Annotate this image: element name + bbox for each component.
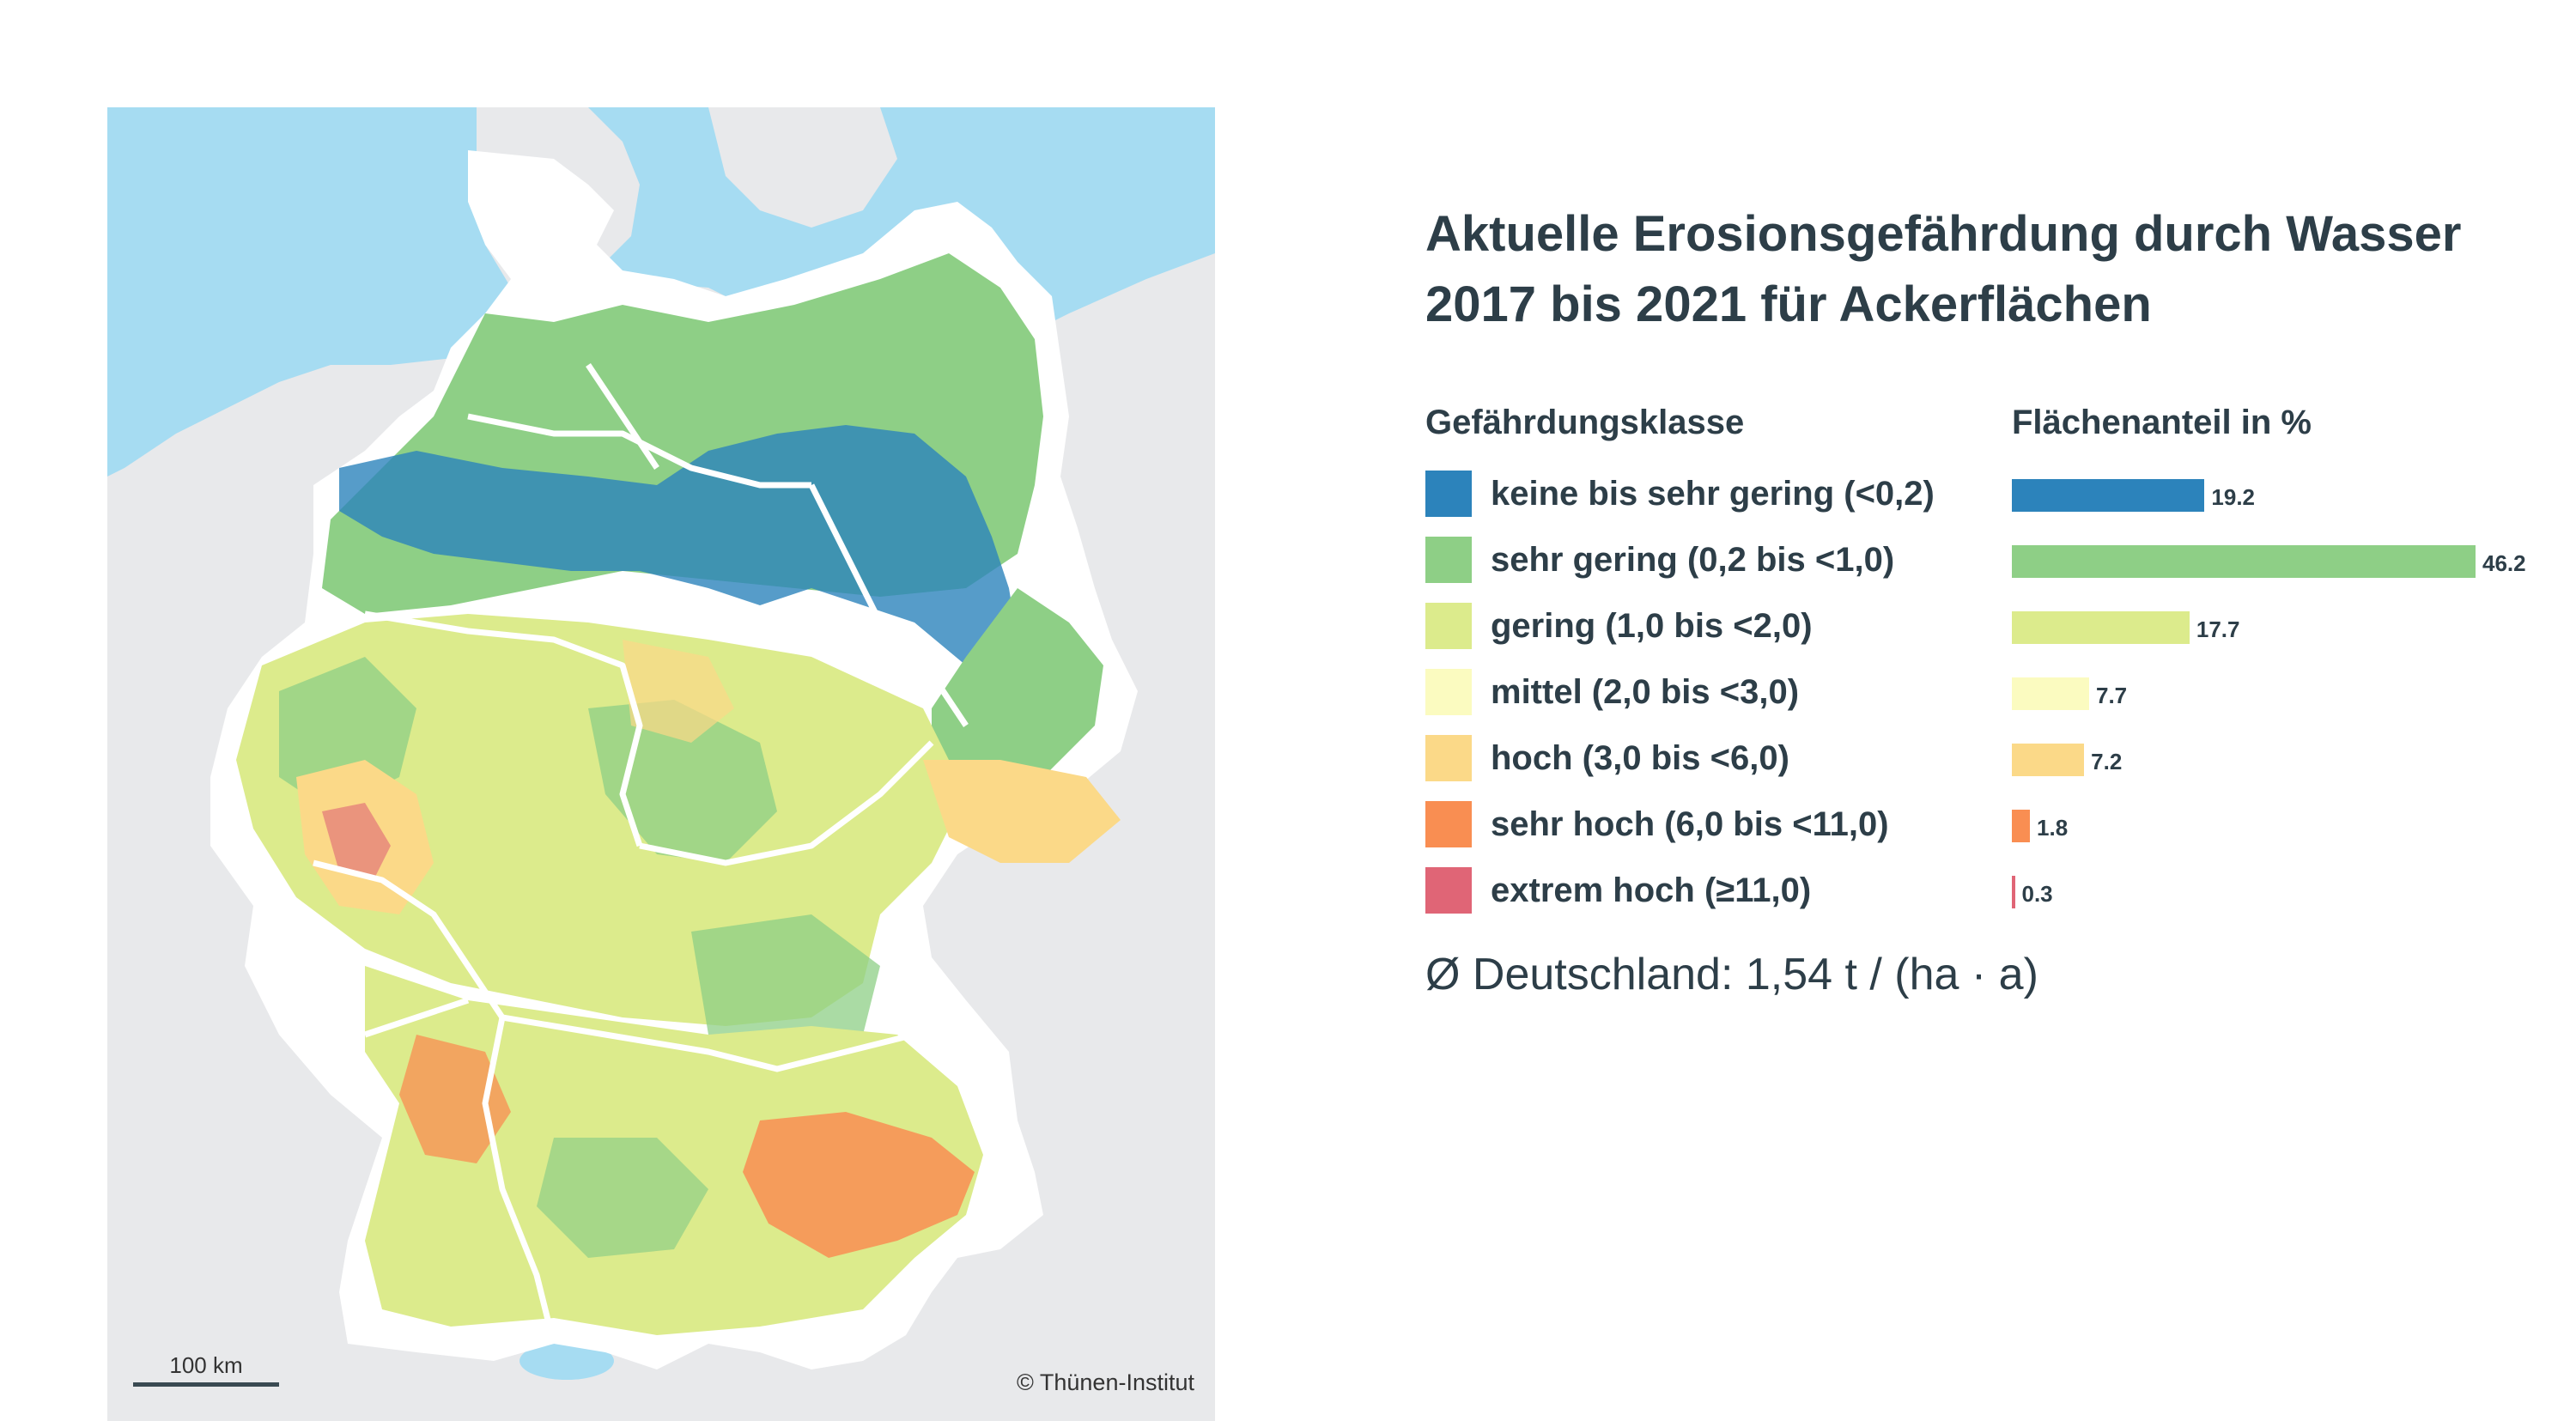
share-bar: [2012, 479, 2205, 512]
share-value-label: 7.7: [2096, 683, 2128, 708]
legend-swatch: [1425, 801, 1472, 847]
legend-row: mittel (2,0 bis <3,0) 7.7: [1425, 669, 2576, 717]
legend-label: mittel (2,0 bis <3,0): [1491, 673, 1800, 711]
zone-central-green: [279, 657, 880, 1069]
legend-label: sehr gering (0,2 bis <1,0): [1491, 541, 1895, 579]
legend-row: gering (1,0 bis <2,0) 17.7: [1425, 603, 2576, 651]
share-value-label: 46.2: [2482, 550, 2526, 576]
legend-label: extrem hoch (≥11,0): [1491, 871, 1812, 909]
legend-swatch: [1425, 537, 1472, 583]
state-borders: [313, 363, 969, 1345]
zone-east-orange: [923, 760, 1121, 863]
share-value-label: 17.7: [2196, 616, 2240, 642]
scale-bar-line: [133, 1382, 279, 1387]
sea-area: [107, 107, 1215, 477]
zone-north-blue: [339, 425, 1018, 665]
erosion-map: 100 km © Thünen-Institut: [107, 107, 1215, 1421]
share-value-label: 7.2: [2091, 749, 2123, 774]
legend-row: sehr gering (0,2 bis <1,0) 46.2: [1425, 537, 2576, 585]
legend-swatch: [1425, 735, 1472, 781]
zone-east-yellow: [623, 640, 734, 743]
zone-south-green: [537, 1138, 708, 1258]
share-bar: [2012, 677, 2089, 710]
share-bar: [2012, 611, 2190, 644]
legend-header-class: Gefährdungsklasse: [1425, 404, 1745, 441]
zone-west-red: [322, 803, 391, 880]
share-bar: [2012, 876, 2015, 908]
legend-row: extrem hoch (≥11,0) 0.3: [1425, 867, 2576, 915]
legend-row: keine bis sehr gering (<0,2) 19.2: [1425, 471, 2576, 519]
share-bar: [2012, 744, 2085, 776]
germany-map-graphic: [107, 107, 1215, 1380]
copyright-notice: © Thünen-Institut: [1016, 1369, 1194, 1395]
title-line-2: 2017 bis 2021 für Ackerflächen: [1425, 276, 2152, 332]
legend-row: sehr hoch (6,0 bis <11,0) 1.8: [1425, 801, 2576, 849]
legend-swatch: [1425, 669, 1472, 715]
legend-header-share: Flächenanteil in %: [2012, 404, 2312, 441]
average-value: Ø Deutschland: 1,54 t / (ha · a): [1425, 950, 2038, 999]
share-value-label: 0.3: [2021, 881, 2053, 907]
legend-row: hoch (3,0 bis <6,0) 7.2: [1425, 735, 2576, 783]
legend-label: sehr hoch (6,0 bis <11,0): [1491, 805, 1889, 843]
share-value-label: 1.8: [2037, 815, 2069, 841]
title-line-1: Aktuelle Erosionsgefährdung durch Wasser: [1425, 206, 2462, 262]
zone-east-green: [932, 588, 1103, 794]
netherlands-land: [107, 442, 322, 708]
danish-islands: [708, 107, 897, 228]
share-value-label: 19.2: [2211, 484, 2256, 510]
map-title: Aktuelle Erosionsgefährdung durch Wasser…: [1425, 199, 2542, 340]
legend-label: hoch (3,0 bis <6,0): [1491, 739, 1789, 777]
zone-southwest-orange: [399, 1035, 511, 1163]
legend-swatch: [1425, 471, 1472, 517]
share-bar: [2012, 545, 2476, 578]
share-bar: [2012, 810, 2031, 842]
legend-label: gering (1,0 bis <2,0): [1491, 607, 1813, 645]
scale-bar: 100 km: [133, 1352, 279, 1387]
legend-swatch: [1425, 603, 1472, 649]
legend-swatch: [1425, 867, 1472, 914]
zone-south-orange: [743, 1112, 975, 1258]
lake-constance: [519, 1342, 614, 1380]
legend-label: keine bis sehr gering (<0,2): [1491, 475, 1935, 513]
scale-bar-label: 100 km: [169, 1352, 243, 1378]
legend-panel: Aktuelle Erosionsgefährdung durch Wasser…: [1425, 0, 2576, 1420]
